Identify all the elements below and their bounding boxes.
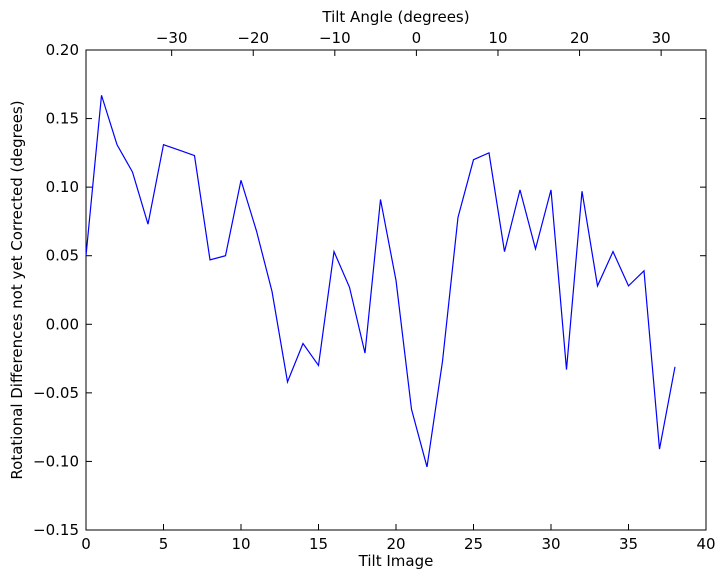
- x-tick-label: 10: [231, 535, 250, 553]
- data-point: [457, 217, 458, 218]
- data-point: [287, 381, 288, 382]
- top-axis-title: Tilt Angle (degrees): [321, 8, 469, 26]
- x-axis-title: Tilt Image: [358, 552, 434, 570]
- data-point: [240, 180, 241, 181]
- data-point: [116, 144, 117, 145]
- top-tick-label: 0: [412, 29, 422, 47]
- data-point: [163, 144, 164, 145]
- data-point: [535, 248, 536, 249]
- data-point: [597, 285, 598, 286]
- y-tick-label: 0.20: [46, 41, 79, 59]
- data-point: [256, 230, 257, 231]
- left-axis-ticks: −0.15 −0.10 −0.05 0.00 0.05 0.10 0.15 0.20: [33, 41, 706, 539]
- y-tick-label: 0.10: [46, 178, 79, 196]
- data-point: [302, 343, 303, 344]
- y-tick-label: 0.00: [46, 315, 79, 333]
- x-tick-label: 0: [81, 535, 91, 553]
- series-line: [85, 95, 676, 468]
- data-point: [101, 95, 102, 96]
- data-point: [628, 285, 629, 286]
- data-point: [395, 280, 396, 281]
- data-point: [488, 152, 489, 153]
- bottom-axis-ticks: 0 5 10 15 20 25 30 35 40: [81, 524, 716, 553]
- data-point: [473, 159, 474, 160]
- data-point: [318, 365, 319, 366]
- data-point: [85, 255, 86, 256]
- data-point: [643, 270, 644, 271]
- y-tick-label: 0.15: [46, 110, 79, 128]
- y-tick-label: −0.10: [33, 452, 79, 470]
- x-tick-label: 15: [309, 535, 328, 553]
- x-tick-label: 20: [386, 535, 405, 553]
- data-point: [147, 224, 148, 225]
- data-point: [504, 251, 505, 252]
- data-point: [209, 259, 210, 260]
- data-point: [411, 409, 412, 410]
- y-axis-title: Rotational Differences not yet Corrected…: [8, 100, 26, 479]
- x-tick-label: 30: [541, 535, 560, 553]
- data-point: [132, 171, 133, 172]
- series-layer: [85, 95, 676, 468]
- plot-area: [85, 49, 707, 531]
- data-point: [426, 466, 427, 467]
- data-point: [519, 189, 520, 190]
- data-point: [442, 361, 443, 362]
- top-tick-label: −10: [319, 29, 351, 47]
- top-tick-label: 20: [570, 29, 589, 47]
- top-tick-label: −30: [156, 29, 188, 47]
- data-point: [333, 251, 334, 252]
- y-tick-label: −0.05: [33, 384, 79, 402]
- y-tick-label: −0.15: [33, 521, 79, 539]
- data-point: [581, 191, 582, 192]
- data-point: [349, 287, 350, 288]
- data-point: [194, 155, 195, 156]
- x-tick-label: 35: [619, 535, 638, 553]
- x-tick-label: 25: [464, 535, 483, 553]
- x-tick-label: 5: [159, 535, 169, 553]
- top-tick-label: 30: [652, 29, 671, 47]
- top-tick-label: −20: [237, 29, 269, 47]
- top-axis-ticks: −30 −20 −10 0 10 20 30: [156, 29, 671, 56]
- data-point: [612, 251, 613, 252]
- data-point: [566, 369, 567, 370]
- data-point: [178, 150, 179, 151]
- top-tick-label: 10: [488, 29, 507, 47]
- y-tick-label: 0.05: [46, 247, 79, 265]
- data-point: [364, 352, 365, 353]
- data-point: [225, 255, 226, 256]
- data-point: [380, 199, 381, 200]
- data-point: [550, 189, 551, 190]
- data-point: [659, 448, 660, 449]
- x-tick-label: 40: [696, 535, 715, 553]
- data-point: [271, 291, 272, 292]
- data-point: [674, 366, 675, 367]
